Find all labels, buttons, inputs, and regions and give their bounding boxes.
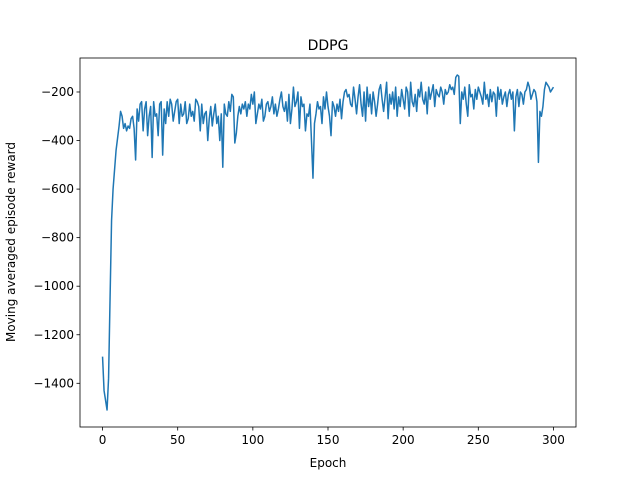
y-axis-label: Moving averaged episode reward [4,142,18,342]
x-tick-label: 0 [99,433,107,447]
x-tick-label: 250 [467,433,490,447]
y-tick-label: −800 [41,231,74,245]
x-tick-label: 300 [542,433,565,447]
axes-frame [79,57,577,428]
x-tick-label: 150 [317,433,340,447]
y-tick-label: −1000 [33,279,74,293]
y-tick-label: −400 [41,134,74,148]
x-tick-label: 200 [392,433,415,447]
y-tick-label: −1200 [33,328,74,342]
x-tick-label: 50 [170,433,185,447]
y-tick-label: −1400 [33,376,74,390]
y-tick-label: −600 [41,182,74,196]
chart-title: DDPG [308,38,349,54]
y-tick-label: −200 [41,85,74,99]
x-tick-label: 100 [241,433,264,447]
data-line [101,74,555,411]
x-axis-label: Epoch [310,456,347,470]
